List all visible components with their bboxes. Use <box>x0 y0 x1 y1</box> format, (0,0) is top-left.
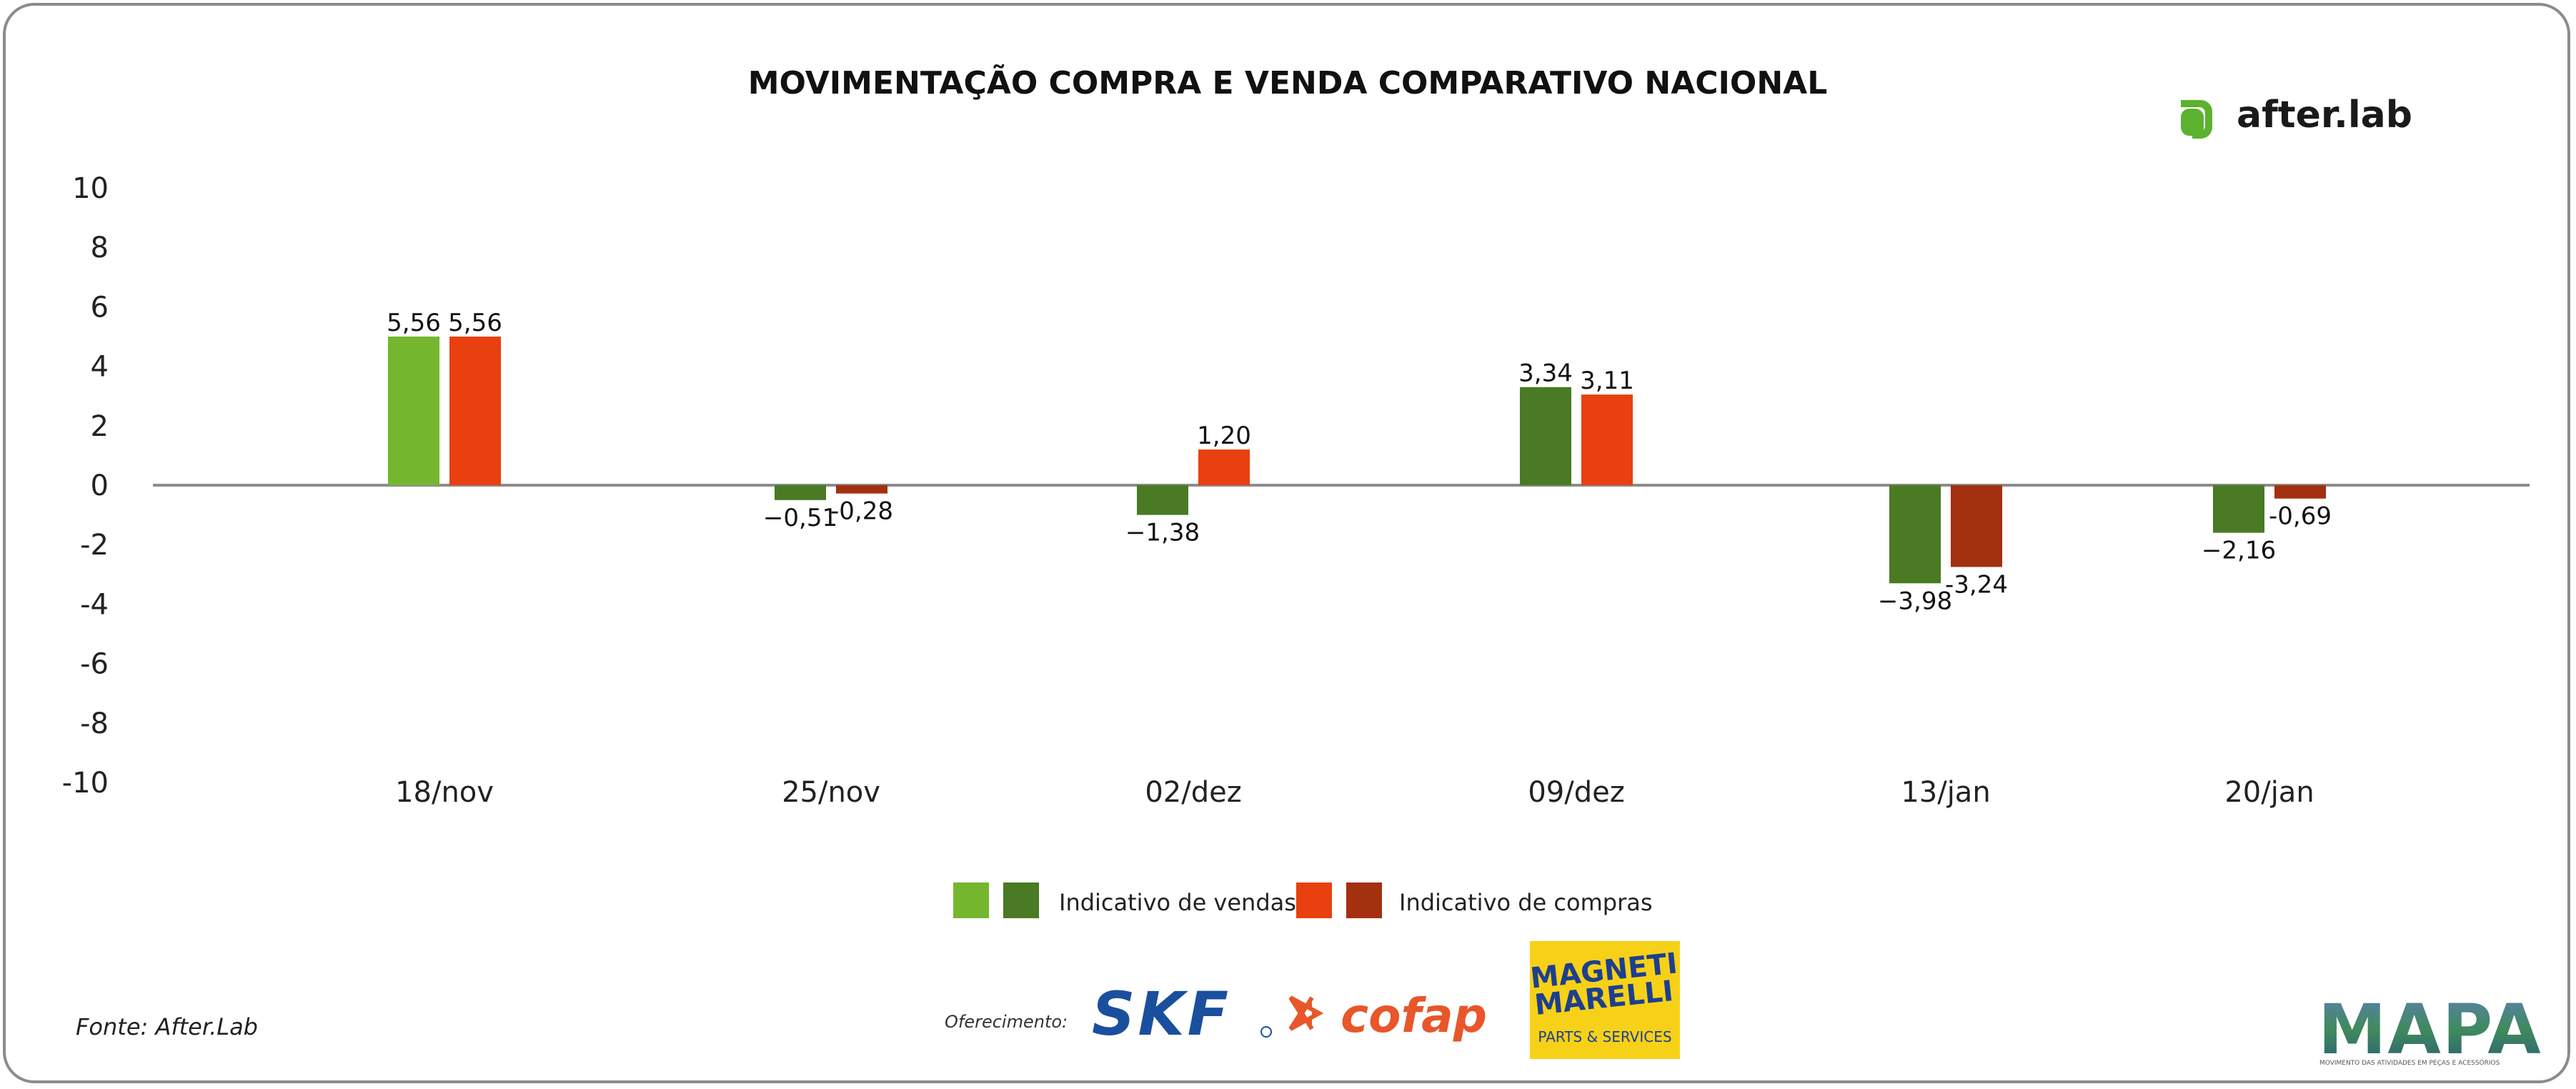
y-tick-label: 6 <box>91 291 109 324</box>
mapa-wordmark: MAPA <box>2318 990 2542 1070</box>
y-tick-label: -6 <box>80 648 109 681</box>
legend-swatch-vendas-dark <box>1003 882 1039 918</box>
bar-compras <box>449 337 501 485</box>
mapa-logo: MAPA MOVIMENTO DAS ATIVIDADES EM PEÇAS E… <box>2318 990 2542 1070</box>
bar-vendas <box>1137 485 1188 515</box>
bar-vendas <box>1889 485 1941 584</box>
skf-logo: SKF <box>1092 979 1272 1049</box>
magneti-subtitle: PARTS & SERVICES <box>1538 1028 1671 1045</box>
bar-vendas <box>388 337 439 485</box>
x-tick-label: 18/nov <box>395 776 494 809</box>
skf-wordmark: SKF <box>1092 979 1231 1049</box>
data-label-compras: -0,69 <box>2269 502 2332 531</box>
bar-compras <box>1581 394 1633 485</box>
legend-swatch-vendas-light <box>953 882 989 918</box>
y-tick-label: 4 <box>91 351 109 384</box>
data-label-vendas: 5,56 <box>387 309 441 337</box>
cofap-wordmark: cofap <box>1341 988 1487 1043</box>
y-tick-label: 8 <box>91 232 109 264</box>
afterlab-wordmark: after.lab <box>2237 94 2412 136</box>
magneti-marelli-box <box>1530 941 1680 1059</box>
legend-label-vendas: Indicativo de vendas <box>1059 889 1296 916</box>
afterlab-icon-block <box>2181 109 2204 136</box>
y-axis: 10 8 6 4 2 0 -2 -4 -6 -8 -10 <box>62 172 109 800</box>
bar-compras <box>1198 449 1250 485</box>
data-label-vendas: −0,51 <box>763 504 837 532</box>
y-tick-label: 2 <box>91 410 109 443</box>
legend-label-compras: Indicativo de compras <box>1399 889 1653 916</box>
x-tick-label: 09/dez <box>1528 776 1624 809</box>
magneti-marelli-logo: MAGNETI MARELLI PARTS & SERVICES <box>1529 941 1680 1059</box>
y-tick-label: 0 <box>91 469 109 502</box>
data-label-compras: 1,20 <box>1197 422 1251 450</box>
bar-vendas <box>775 485 826 500</box>
data-label-vendas: 3,34 <box>1518 359 1573 388</box>
bar-compras <box>836 485 887 494</box>
afterlab-icon <box>2181 100 2212 139</box>
mapa-subtitle: MOVIMENTO DAS ATIVIDADES EM PEÇAS E ACES… <box>2319 1058 2500 1067</box>
y-tick-label: -8 <box>80 707 109 740</box>
y-tick-label: -10 <box>62 767 109 800</box>
data-label-compras: 3,11 <box>1580 367 1634 395</box>
cofap-logo: cofap <box>1288 988 1487 1043</box>
chart-frame <box>3 3 2570 1083</box>
afterlab-logo: after.lab <box>2181 94 2412 139</box>
x-tick-label: 13/jan <box>1901 776 1990 809</box>
bar-compras <box>2274 485 2326 499</box>
bar-vendas <box>1520 387 1571 485</box>
data-labels-group: 5,56 5,56 −0,51-0,28 −1,38 1,20 3,34 3,11 −3,98… <box>387 309 2332 615</box>
x-axis: 18/nov 25/nov 02/dez 09/dez 13/jan 20/jan <box>395 776 2314 809</box>
data-label-vendas: −3,98 <box>1878 587 1952 615</box>
x-tick-label: 25/nov <box>782 776 880 809</box>
bar-compras <box>1951 485 2002 567</box>
data-label-compras: 5,56 <box>448 309 502 337</box>
offered-by-label: Oferecimento: <box>945 1012 1068 1032</box>
x-tick-label: 02/dez <box>1145 776 1241 809</box>
legend-swatch-compras-dark <box>1346 882 1382 918</box>
data-label-vendas: −1,38 <box>1125 519 1200 547</box>
data-label-vendas: −2,16 <box>2202 537 2276 565</box>
legend: Indicativo de vendas Indicativo de compr… <box>953 882 1653 918</box>
registered-icon <box>1260 1026 1272 1038</box>
data-label-compras: -3,24 <box>1945 570 2008 599</box>
y-tick-label: -2 <box>80 529 109 562</box>
x-tick-label: 20/jan <box>2224 776 2314 809</box>
chart-title: MOVIMENTAÇÃO COMPRA E VENDA COMPARATIVO … <box>748 64 1828 101</box>
bars-group <box>388 337 2326 584</box>
legend-swatch-compras-light <box>1296 882 1332 918</box>
bar-vendas <box>2213 485 2264 533</box>
cofap-icon <box>1288 995 1324 1031</box>
data-label-compras: -0,28 <box>830 497 893 526</box>
y-tick-label: -4 <box>80 588 109 621</box>
y-tick-label: 10 <box>72 172 109 205</box>
source-note: Fonte: After.Lab <box>76 1013 258 1040</box>
